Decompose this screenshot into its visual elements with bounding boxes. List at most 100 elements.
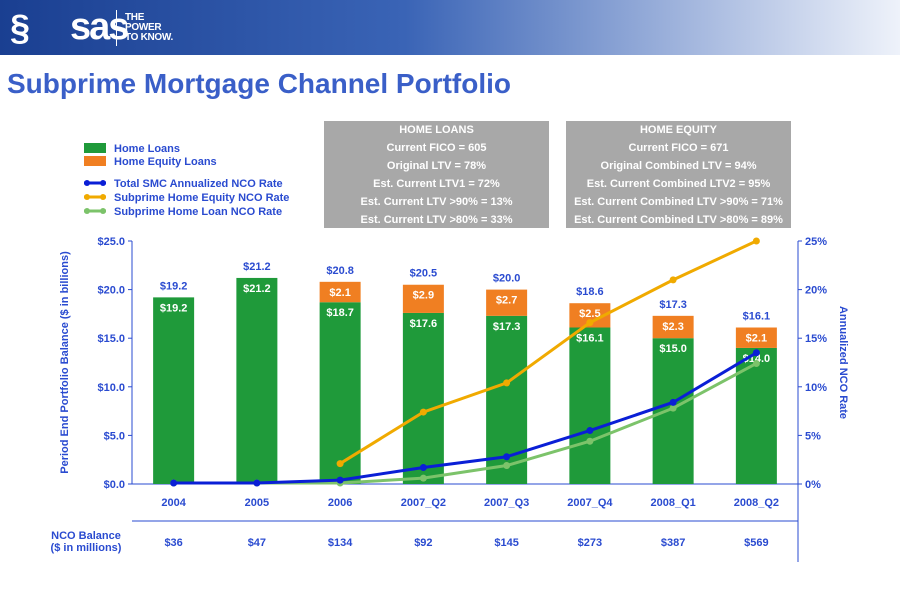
x-tick-label: 2005	[245, 497, 269, 509]
x-tick-label: 2008_Q1	[650, 497, 695, 509]
y2-tick-label: 25%	[805, 236, 827, 248]
total-label: $16.1	[743, 311, 771, 323]
tagline-line: POWER	[125, 22, 162, 33]
bar-home-equity	[319, 281, 361, 303]
tagline: THE POWER TO KNOW.	[125, 13, 173, 43]
line-total-nco-point	[253, 479, 261, 487]
nco-balance-value: $92	[414, 537, 432, 549]
bar-home-loans	[402, 312, 444, 484]
line-subprime-he-nco-point	[419, 408, 427, 416]
bar-label-home-loans: $17.6	[410, 318, 438, 330]
box-line: Est. Current LTV >80% = 33%	[360, 214, 513, 226]
header-banner: § sas THE POWER TO KNOW.	[0, 0, 900, 55]
bar-home-loans	[236, 277, 278, 484]
bar-home-equity	[402, 284, 444, 313]
box-line: Current FICO = 671	[628, 142, 729, 154]
box-line: Est. Current LTV1 = 72%	[373, 178, 500, 190]
legend-marker-line-subprime-hl-nco	[100, 208, 106, 214]
y-axis-title: Period End Portfolio Balance ($ in billi…	[59, 251, 71, 474]
nco-balance-value: $273	[578, 537, 602, 549]
logo-divider	[116, 10, 117, 46]
tagline-line: THE	[125, 12, 145, 23]
line-subprime-he-nco-point	[669, 276, 677, 284]
total-label: $20.5	[410, 268, 438, 280]
line-subprime-he-nco-point	[336, 460, 344, 468]
x-tick-label: 2007_Q3	[484, 497, 529, 509]
y2-tick-label: 0%	[805, 479, 821, 491]
bar-home-loans	[153, 297, 195, 484]
x-tick-label: 2004	[161, 497, 186, 509]
bar-home-loans	[735, 347, 777, 484]
y2-tick-label: 10%	[805, 382, 827, 394]
page-title: Subprime Mortgage Channel Portfolio	[7, 68, 512, 99]
box-line: Original LTV = 78%	[386, 160, 487, 172]
bar-label-home-equity: $2.5	[579, 308, 600, 320]
nco-balance-value: $569	[744, 537, 768, 549]
y-tick-label: $20.0	[97, 285, 125, 297]
legend-label-home-equity: Home Equity Loans	[114, 156, 217, 168]
x-tick-label: 2007_Q2	[401, 497, 446, 509]
line-total-nco-point	[419, 463, 427, 471]
box-line: Est. Current LTV >90% = 13%	[360, 196, 513, 208]
y2-tick-label: 20%	[805, 285, 827, 297]
line-total-nco-point	[752, 349, 760, 357]
bar-label-home-loans: $16.1	[576, 333, 604, 345]
legend-marker-line-total-nco	[100, 180, 106, 186]
bar-label-home-equity: $2.1	[746, 333, 767, 345]
legend-swatch-home-loans	[84, 143, 106, 153]
line-subprime-hl-nco-point	[669, 404, 677, 412]
x-tick-label: 2008_Q2	[734, 497, 779, 509]
y2-tick-label: 15%	[805, 333, 827, 345]
bar-label-home-loans: $19.2	[160, 302, 188, 314]
line-subprime-hl-nco-point	[752, 359, 760, 367]
x-tick-label: 2006	[328, 497, 352, 509]
bar-label-home-equity: $2.3	[662, 321, 683, 333]
line-total-nco	[173, 351, 758, 485]
y-tick-label: $5.0	[104, 430, 125, 442]
bar-label-home-equity: $2.9	[413, 290, 434, 302]
box-line: Est. Current Combined LTV >90% = 71%	[574, 196, 783, 208]
line-subprime-he-nco-point	[503, 379, 511, 387]
total-label: $20.8	[326, 265, 354, 277]
box-line: Est. Current Combined LTV2 = 95%	[586, 178, 771, 190]
bar-label-home-loans: $18.7	[326, 307, 354, 319]
y-tick-label: $25.0	[97, 236, 125, 248]
y-tick-label: $15.0	[97, 333, 125, 345]
bar-home-equity	[735, 327, 777, 348]
legend-label-line-subprime-hl-nco: Subprime Home Loan NCO Rate	[114, 206, 282, 218]
legend-marker-line-subprime-he-nco	[84, 194, 90, 200]
legend-marker-line-subprime-hl-nco	[84, 208, 90, 214]
y-tick-label: $10.0	[97, 382, 125, 394]
tagline-line: TO KNOW.	[125, 32, 173, 43]
nco-balance-value: $47	[248, 537, 266, 549]
bar-home-equity	[652, 315, 694, 339]
line-subprime-he-nco-point	[752, 237, 760, 245]
home-equity-box: HOME EQUITY Current FICO = 671 Original …	[566, 121, 791, 228]
line-subprime-hl-nco-point	[586, 437, 594, 445]
nco-balance-value: $387	[661, 537, 685, 549]
box-heading: HOME LOANS	[399, 124, 474, 136]
legend-marker-line-subprime-he-nco	[100, 194, 106, 200]
brand-name: sas	[70, 6, 129, 48]
box-line: Current FICO = 605	[386, 142, 487, 154]
bar-home-equity	[486, 289, 528, 316]
home-loans-box: HOME LOANS Current FICO = 605 Original L…	[324, 121, 549, 228]
legend-marker-line-total-nco	[84, 180, 90, 186]
line-subprime-hl-nco-point	[419, 474, 427, 482]
total-label: $20.0	[493, 273, 521, 285]
sas-logo-icon: §	[10, 7, 30, 48]
line-total-nco-point	[336, 476, 344, 484]
legend-label-line-total-nco: Total SMC Annualized NCO Rate	[114, 178, 283, 190]
nco-balance-value: $36	[164, 537, 182, 549]
bar-label-home-loans: $21.2	[243, 283, 271, 295]
line-total-nco-point	[170, 479, 178, 487]
line-total-nco-point	[503, 453, 511, 461]
y-tick-label: $0.0	[104, 479, 125, 491]
total-label: $19.2	[160, 280, 188, 292]
bar-label-home-loans: $15.0	[659, 343, 687, 355]
total-label: $17.3	[659, 299, 687, 311]
bar-label-home-equity: $2.1	[329, 287, 350, 299]
bar-home-loans	[569, 327, 611, 484]
total-label: $18.6	[576, 286, 604, 298]
